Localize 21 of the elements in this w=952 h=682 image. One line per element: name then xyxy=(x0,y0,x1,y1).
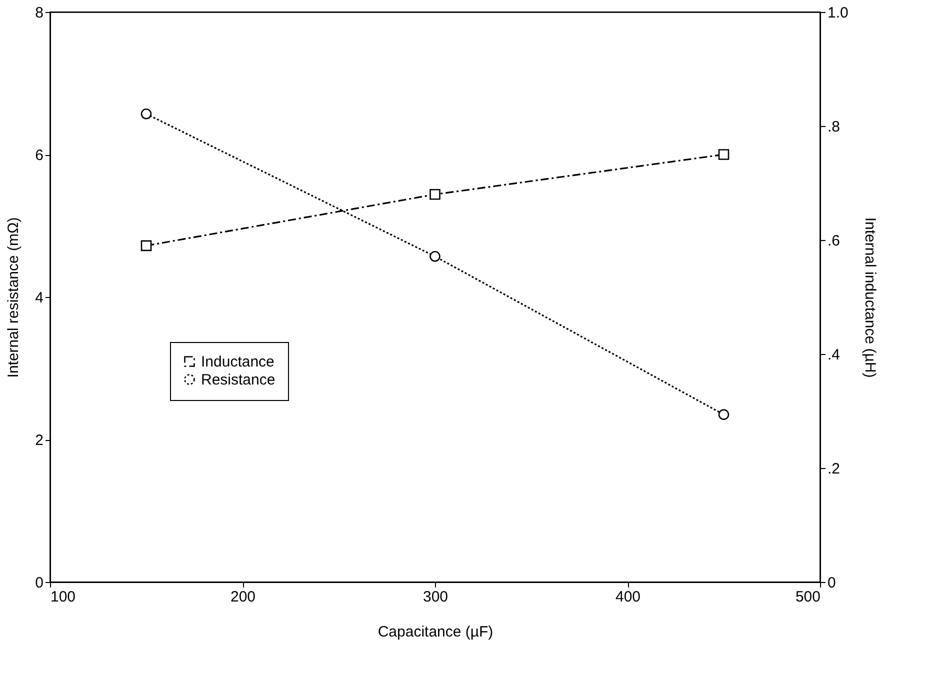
y-tick-label: 0 xyxy=(35,574,44,592)
x-tick-label: 100 xyxy=(50,588,76,606)
y2-tick-label: .4 xyxy=(828,346,840,364)
x-tick-label: 300 xyxy=(422,588,448,606)
x-tick-label: 200 xyxy=(230,588,256,606)
y2-tick-label: 1.0 xyxy=(828,4,848,22)
x-tick-label: 400 xyxy=(615,588,641,606)
y-tick-label: 2 xyxy=(35,432,44,449)
y2-tick-label: .2 xyxy=(828,460,840,478)
y-tick-label: 8 xyxy=(35,4,44,22)
y-tick-label: 4 xyxy=(35,290,44,306)
y2-tick-label: .6 xyxy=(828,232,840,250)
y2-tick-label: 0 xyxy=(828,574,836,592)
y2-axis-title: Internal inductance (µH) xyxy=(861,217,878,378)
x-tick-label: 500 xyxy=(795,588,820,606)
legend-label: Inductance xyxy=(201,354,274,370)
x-axis-title: Capacitance (µF) xyxy=(378,624,494,640)
legend-label: Resistance xyxy=(201,372,276,388)
y-tick-label: 6 xyxy=(35,147,44,164)
y-axis-title: Internal resistance (mΩ) xyxy=(5,217,22,378)
y2-tick-label: .8 xyxy=(828,118,840,136)
